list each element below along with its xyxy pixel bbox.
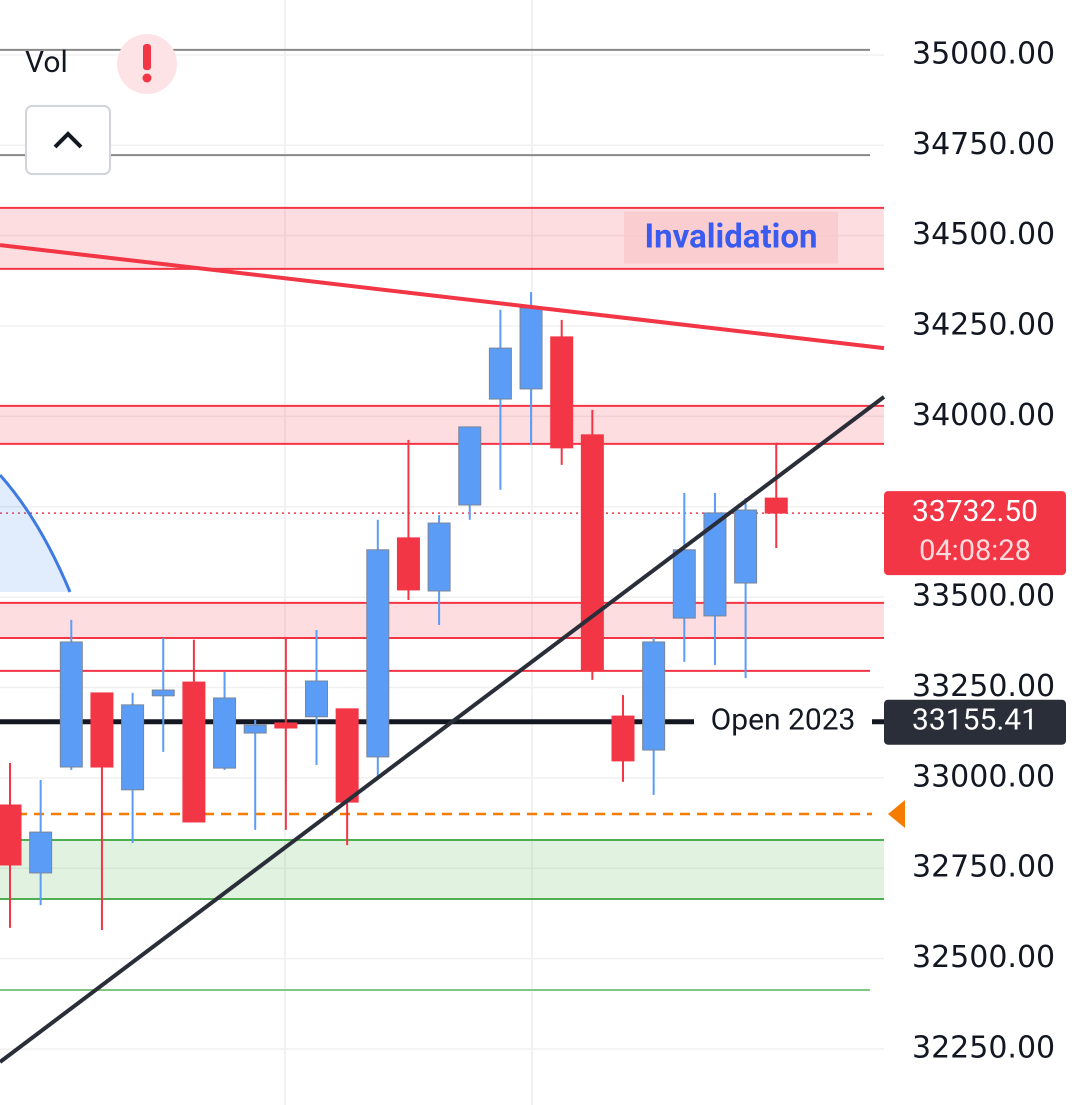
shape-fill bbox=[0, 475, 70, 592]
zone bbox=[0, 840, 884, 899]
y-tick-label: 32500.00 bbox=[912, 940, 1055, 975]
candle-body bbox=[734, 509, 758, 584]
candle-body bbox=[121, 704, 145, 791]
trendlines bbox=[0, 243, 886, 1064]
candle-body bbox=[550, 336, 574, 449]
open-price-box bbox=[884, 699, 1066, 745]
candle-body bbox=[182, 681, 206, 823]
candle-body bbox=[213, 697, 237, 769]
candle-body bbox=[396, 537, 420, 591]
y-tick-label: 32250.00 bbox=[912, 1030, 1055, 1065]
price-label: 33732.50 bbox=[912, 494, 1038, 529]
alert-icon-bar bbox=[143, 44, 151, 70]
zone bbox=[0, 602, 884, 638]
candle-body bbox=[0, 804, 22, 866]
candle-body bbox=[305, 680, 328, 718]
candle-body bbox=[764, 497, 788, 514]
candle-body bbox=[366, 549, 390, 758]
y-tick-label: 35000.00 bbox=[912, 36, 1055, 71]
y-tick-label: 34250.00 bbox=[912, 308, 1055, 343]
candle-body bbox=[611, 715, 635, 762]
candle-body bbox=[703, 512, 727, 617]
level-marker bbox=[888, 800, 905, 829]
candle-body bbox=[29, 831, 53, 874]
candle-body bbox=[90, 692, 114, 768]
candle-body bbox=[427, 522, 451, 592]
y-tick-label: 33000.00 bbox=[912, 759, 1055, 794]
indicator-name: Vol bbox=[25, 45, 68, 80]
zone bbox=[0, 405, 884, 444]
collapse-icon bbox=[53, 131, 83, 149]
open-label-bg bbox=[694, 699, 872, 744]
candle-body bbox=[519, 307, 543, 390]
alert-icon-dot bbox=[142, 73, 152, 83]
grid bbox=[0, 54, 884, 1050]
y-tick-label: 33250.00 bbox=[912, 669, 1055, 704]
candle-body bbox=[151, 689, 175, 697]
candle-body bbox=[642, 641, 666, 751]
y-tick-label: 32750.00 bbox=[912, 850, 1055, 885]
trendline bbox=[0, 243, 885, 351]
zones bbox=[0, 48, 884, 992]
candles bbox=[0, 292, 788, 931]
candle-body bbox=[274, 722, 298, 729]
annotation-box bbox=[624, 211, 838, 264]
curve-drawing bbox=[0, 474, 72, 593]
labels: 32250.00 32500.00 32750.00 33000.00 33250.00… bbox=[624, 36, 1066, 1065]
candle-body bbox=[672, 549, 696, 619]
indicator-legend: Vol bbox=[25, 34, 177, 175]
price-box bbox=[884, 491, 1066, 576]
y-tick-label: 34750.00 bbox=[912, 127, 1055, 162]
candle-body bbox=[59, 641, 83, 768]
trendline bbox=[0, 395, 886, 1064]
open-label: Open 2023 bbox=[711, 703, 856, 738]
candle-body bbox=[580, 434, 604, 672]
y-tick-label: 34000.00 bbox=[912, 398, 1055, 433]
y-tick-label: 34500.00 bbox=[912, 217, 1055, 252]
candle-body bbox=[335, 708, 359, 803]
open-price-label: 33155.41 bbox=[912, 703, 1038, 738]
annotation-text: Invalidation bbox=[644, 217, 817, 256]
candle-body bbox=[488, 347, 512, 400]
collapse-button[interactable] bbox=[25, 105, 111, 175]
countdown-label: 04:08:28 bbox=[919, 534, 1031, 568]
y-tick-label: 33500.00 bbox=[912, 579, 1055, 614]
candle-body bbox=[243, 724, 267, 734]
candle-body bbox=[458, 426, 482, 506]
